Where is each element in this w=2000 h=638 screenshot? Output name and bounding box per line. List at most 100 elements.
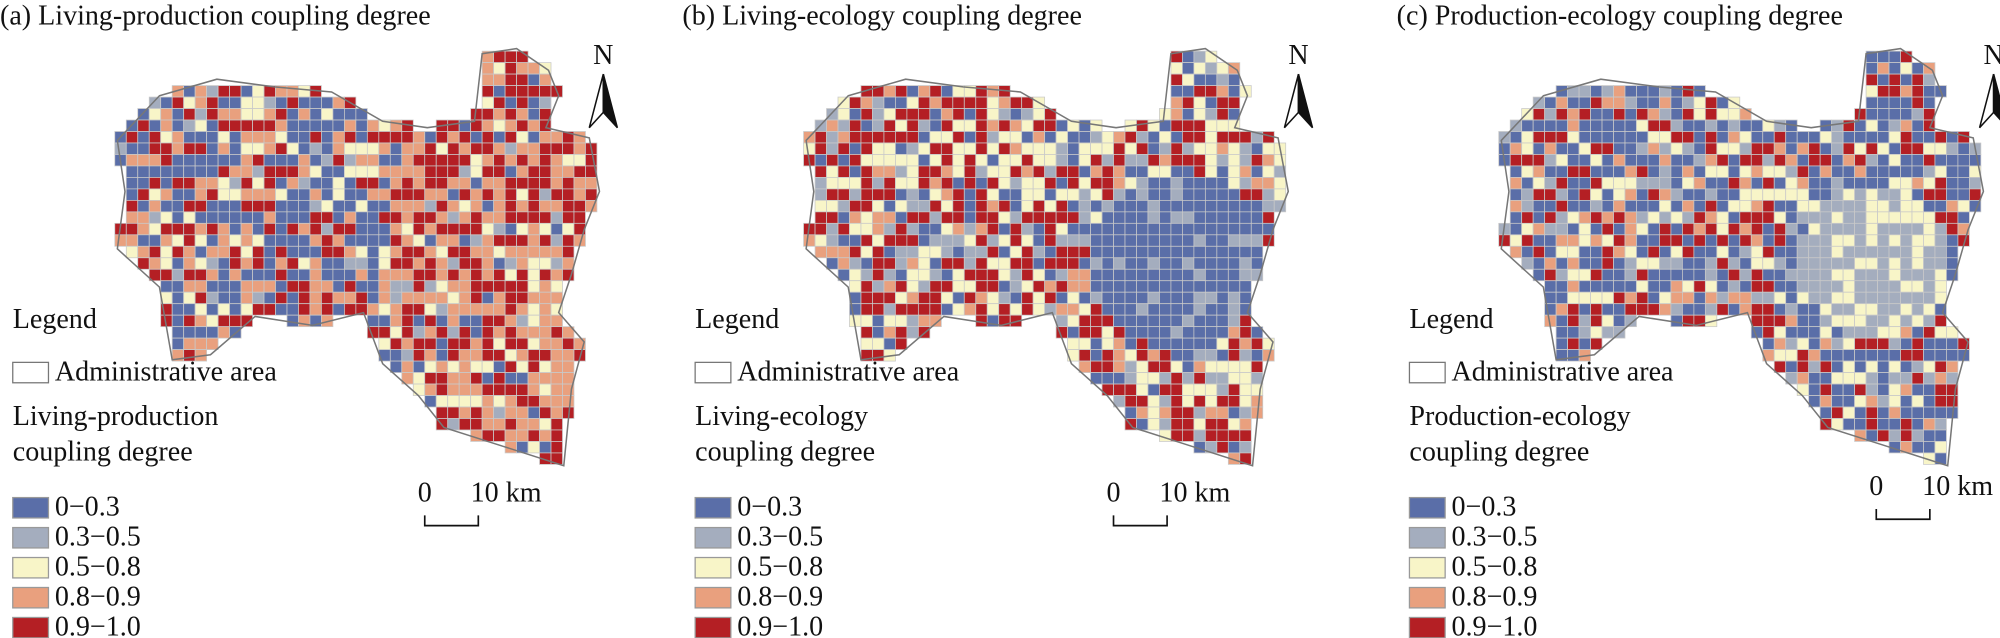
legend-swatch: [12, 586, 50, 609]
grid-cell: [539, 314, 552, 328]
grid-cell: [1900, 314, 1913, 328]
grid-cell: [1101, 154, 1114, 167]
grid-cell: [240, 85, 253, 98]
grid-cell: [366, 245, 380, 259]
grid-cell: [240, 177, 253, 190]
grid-cell: [1262, 211, 1275, 224]
grid-cell: [539, 234, 552, 247]
grid-cell: [1124, 257, 1137, 270]
grid-cell: [435, 314, 449, 328]
grid-cell: [539, 165, 552, 178]
grid-cell: [1136, 349, 1149, 362]
grid-cell: [1204, 314, 1218, 328]
grid-cell: [470, 280, 483, 293]
grid-cell: [1693, 154, 1706, 167]
grid-cell: [516, 280, 529, 293]
grid-cell: [1159, 337, 1172, 350]
grid-cell: [435, 131, 449, 144]
grid-cell: [1785, 131, 1798, 144]
grid-cell: [321, 268, 334, 282]
grid-cell: [562, 211, 575, 224]
grid-cell: [883, 314, 896, 328]
grid-cell: [1773, 177, 1787, 190]
grid-cell: [1590, 177, 1603, 190]
grid-cell: [1888, 50, 1901, 64]
grid-cell: [1182, 85, 1195, 98]
grid-cell: [1193, 245, 1206, 259]
grid-cell: [1590, 280, 1603, 293]
grid-cell: [332, 131, 345, 144]
grid-cell: [412, 349, 426, 362]
grid-cell: [1009, 96, 1023, 109]
grid-cell: [906, 96, 919, 109]
grid-cell: [1193, 62, 1206, 75]
grid-cell: [1578, 245, 1591, 259]
grid-cell: [344, 154, 357, 167]
grid-cell: [183, 188, 196, 201]
grid-cell: [1544, 199, 1557, 213]
grid-cell: [550, 349, 563, 362]
grid-cell: [309, 177, 322, 190]
grid-cell: [275, 280, 288, 293]
grid-cell: [1273, 177, 1287, 190]
grid-cell: [412, 165, 426, 178]
grid-cell: [1147, 291, 1160, 305]
grid-cell: [504, 418, 517, 431]
grid-cell: [849, 211, 862, 224]
grid-cell: [929, 280, 942, 293]
grid-cell: [1170, 349, 1183, 362]
grid-cell: [1888, 142, 1901, 155]
grid-cell: [1055, 291, 1068, 305]
grid-cell: [1773, 314, 1787, 328]
grid-cell: [1831, 418, 1844, 431]
grid-cell: [493, 314, 506, 328]
grid-cell: [286, 303, 299, 316]
grid-cell: [550, 268, 563, 282]
grid-cell: [1923, 131, 1936, 144]
grid-cell: [906, 199, 919, 213]
grid-cell: [975, 177, 988, 190]
grid-cell: [1090, 303, 1103, 316]
grid-cell: [1624, 222, 1637, 236]
grid-cell: [412, 131, 426, 144]
grid-cell: [1567, 199, 1580, 213]
grid-cell: [332, 257, 345, 270]
grid-cell: [447, 349, 460, 362]
grid-cell: [1624, 245, 1637, 259]
grid-cell: [1865, 85, 1878, 98]
grid-cell: [344, 303, 357, 316]
grid-cell: [1227, 268, 1241, 282]
grid-cell: [849, 268, 862, 282]
grid-cell: [1147, 418, 1160, 431]
legend-swatch: [12, 526, 50, 549]
grid-cell: [252, 211, 265, 224]
grid-cell: [1877, 211, 1890, 224]
grid-cell: [447, 360, 460, 373]
grid-cell: [447, 257, 460, 270]
grid-cell: [229, 268, 242, 282]
grid-cell: [860, 142, 873, 155]
grid-cell: [493, 234, 506, 247]
grid-cell: [1544, 154, 1557, 167]
grid-cell: [872, 188, 885, 201]
grid-cell: [1055, 234, 1068, 247]
grid-cell: [344, 222, 357, 236]
grid-cell: [504, 429, 517, 442]
grid-cell: [826, 245, 839, 259]
grid-cell: [1704, 291, 1718, 305]
grid-cell: [183, 154, 196, 167]
grid-cell: [1078, 291, 1091, 305]
grid-cell: [1193, 406, 1206, 419]
grid-cell: [1854, 131, 1867, 144]
grid-cell: [1842, 268, 1855, 282]
grid-cell: [963, 199, 977, 213]
grid-cell: [298, 303, 311, 316]
map: [803, 47, 1290, 467]
grid-cell: [1532, 142, 1546, 155]
grid-cell: [240, 108, 253, 121]
grid-cell: [906, 85, 919, 98]
grid-cell: [1216, 303, 1229, 316]
grid-cell: [1636, 154, 1649, 167]
grid-cell: [309, 222, 322, 236]
grid-cell: [1216, 360, 1229, 373]
